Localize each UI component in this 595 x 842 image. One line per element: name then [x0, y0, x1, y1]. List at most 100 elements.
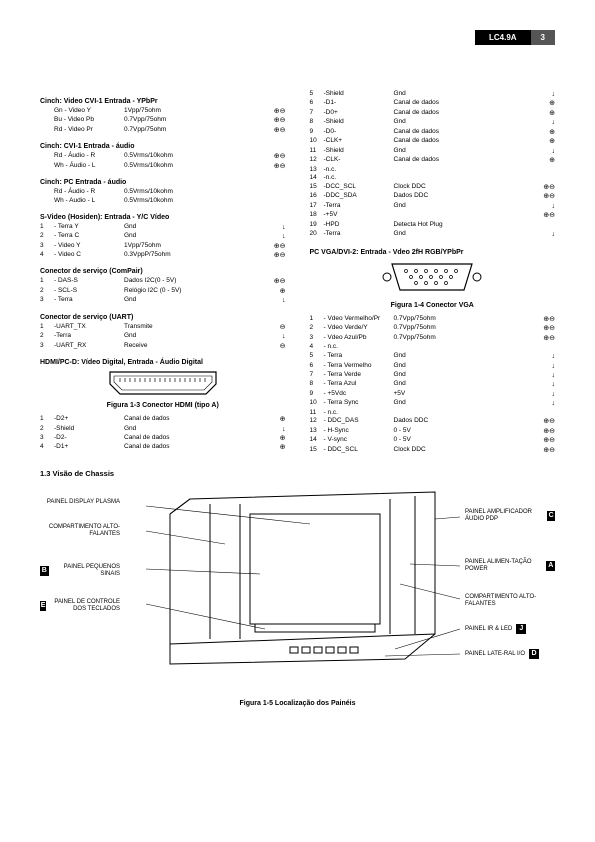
pin-value: Gnd: [124, 232, 224, 241]
pin-num: 4: [310, 343, 324, 352]
vga-title: PC VGA/DVI-2: Entrada - Vdeo 2fH RGB/YPb…: [310, 249, 556, 256]
pin-label: -+5V: [324, 211, 394, 220]
pin-symbol: ↓: [224, 232, 286, 241]
pin-value: Clock DDC: [394, 183, 494, 192]
pin-row: Bu - Video Pb0.7Vpp/75ohm⊕⊖: [40, 116, 286, 125]
pin-row: 2-ShieldGnd↓: [40, 425, 286, 434]
pin-num: 3: [40, 342, 54, 351]
pin-label: -D0-: [324, 128, 394, 137]
pin-symbol: ↓: [494, 118, 556, 127]
pin-value: 0 - 5V: [394, 436, 494, 445]
pin-num: 1: [310, 315, 324, 324]
pin-symbol: ⊕⊖: [494, 436, 556, 445]
pin-value: Canal de dados: [394, 137, 494, 146]
panel-letter-box: J: [516, 624, 526, 634]
pin-label: Wh - Áudio - L: [54, 162, 124, 171]
pin-symbol: ⊕: [224, 287, 286, 296]
pin-num: 3: [40, 242, 54, 251]
panel-label-text: PAINEL PEQUENOS SINAIS: [53, 564, 120, 577]
pin-value: 0.5Vrms/10kohm: [124, 188, 224, 197]
pin-symbol: ⊕⊖: [224, 242, 286, 251]
chassis-diagram: PAINEL DISPLAY PLASMACOMPARTIMENTO ALTO-…: [40, 484, 555, 694]
section-title: Cinch: PC Entrada - áudio: [40, 179, 286, 186]
pin-symbol: ⊖: [224, 342, 286, 351]
pin-label: - Terra Azul: [324, 380, 394, 389]
pin-row: 6-D1-Canal de dados⊕: [310, 99, 556, 108]
pin-num: 17: [310, 202, 324, 211]
pin-label: - Terra C: [54, 232, 124, 241]
pin-num: 13: [310, 166, 324, 175]
pin-row: 18-+5V⊕⊖: [310, 211, 556, 220]
pin-num: [40, 107, 54, 116]
pin-value: 0.5Vrms/10kohm: [124, 197, 224, 206]
hdmi-connector-icon: [108, 370, 218, 396]
pin-label: Rd - Áudio - R: [54, 152, 124, 161]
pin-row: 13- H-Sync0 - 5V⊕⊖: [310, 427, 556, 436]
panel-label-text: PAINEL AMPLIFICADOR ÁUDIO PDP: [465, 509, 543, 522]
pin-value: Canal de dados: [394, 156, 494, 165]
pin-value: Gnd: [394, 352, 494, 361]
pin-symbol: ⊕: [494, 137, 556, 146]
pin-num: 8: [310, 118, 324, 127]
pin-value: Detecta Hot Plug: [394, 221, 494, 230]
pin-symbol: ⊕⊖: [494, 183, 556, 192]
pin-num: 7: [310, 371, 324, 380]
chassis-right-label: PAINEL IR & LEDJ: [465, 624, 555, 634]
pin-symbol: ↓: [494, 90, 556, 99]
pin-label: - n.c.: [324, 343, 394, 352]
pin-num: 19: [310, 221, 324, 230]
pin-value: Transmite: [124, 323, 224, 332]
pin-num: 14: [310, 174, 324, 183]
pin-num: 2: [40, 425, 54, 434]
pin-num: 18: [310, 211, 324, 220]
pin-row: 4-D1+Canal de dados⊕: [40, 443, 286, 452]
pin-row: 9- +5Vdc+5V↓: [310, 390, 556, 399]
pin-row: Rd - Video Pr0.7Vpp/75ohm⊕⊖: [40, 126, 286, 135]
pin-value: Receive: [124, 342, 224, 351]
pin-row: 9-D0-Canal de dados⊕: [310, 128, 556, 137]
pin-label: - Terra Vermelho: [324, 362, 394, 371]
chassis-caption: Figura 1-5 Localização dos Painéis: [40, 700, 555, 707]
pin-row: Wh - Audio - L0.5Vrms/10kohm: [40, 197, 286, 206]
pin-row: 2-TerraGnd↓: [40, 332, 286, 341]
pin-row: 3-D2-Canal de dados⊕: [40, 434, 286, 443]
pin-symbol: ↓: [494, 352, 556, 361]
pin-num: 11: [310, 147, 324, 156]
vga-caption: Figura 1-4 Conector VGA: [310, 302, 556, 309]
section-title: Conector de serviço (UART): [40, 314, 286, 321]
section-title: Cinch: Video CVI-1 Entrada - YPbPr: [40, 98, 286, 105]
pin-symbol: ⊕⊖: [494, 324, 556, 333]
pin-value: Gnd: [124, 332, 224, 341]
pin-value: 0.7Vpp/75ohm: [394, 315, 494, 324]
pin-value: 1Vpp/75ohm: [124, 242, 224, 251]
panel-label-text: PAINEL ALIMEN-TAÇÃO POWER: [465, 559, 542, 572]
section-title: Cinch: CVI-1 Entrada - áudio: [40, 143, 286, 150]
chassis-left-label: B PAINEL PEQUENOS SINAIS: [40, 564, 120, 577]
pin-value: Gnd: [124, 425, 224, 434]
pin-row: 11- n.c.: [310, 409, 556, 418]
panel-letter-box: C: [547, 511, 555, 521]
pin-num: 4: [40, 251, 54, 260]
pin-symbol: ↓: [494, 380, 556, 389]
pin-row: 19-HPDDetecta Hot Plug: [310, 221, 556, 230]
pin-value: [394, 343, 494, 352]
panel-letter-box: B: [40, 566, 49, 576]
pin-label: -HPD: [324, 221, 394, 230]
pin-value: Canal de dados: [124, 443, 224, 452]
pin-symbol: [494, 221, 556, 230]
pin-num: 15: [310, 183, 324, 192]
pin-symbol: [494, 174, 556, 183]
panel-label-text: PAINEL LATE-RAL I/O: [465, 651, 525, 658]
pin-value: 0 - 5V: [394, 427, 494, 436]
pin-num: 7: [310, 109, 324, 118]
chassis-right-label: COMPARTIMENTO ALTO-FALANTES: [465, 594, 555, 607]
pin-symbol: ↓: [494, 147, 556, 156]
hdmi-caption: Figura 1-3 Conector HDMI (tipo A): [40, 402, 286, 409]
pin-row: 5- TerraGnd↓: [310, 352, 556, 361]
pin-label: - Terra Sync: [324, 399, 394, 408]
pin-label: -Shield: [324, 118, 394, 127]
panel-label-text: COMPARTIMENTO ALTO-FALANTES: [40, 524, 120, 537]
pin-row: 3- Vdeo Azul/Pb0.7Vpp/75ohm⊕⊖: [310, 334, 556, 343]
pin-symbol: ⊕: [494, 128, 556, 137]
pin-row: 7-D0+Canal de dados⊕: [310, 109, 556, 118]
